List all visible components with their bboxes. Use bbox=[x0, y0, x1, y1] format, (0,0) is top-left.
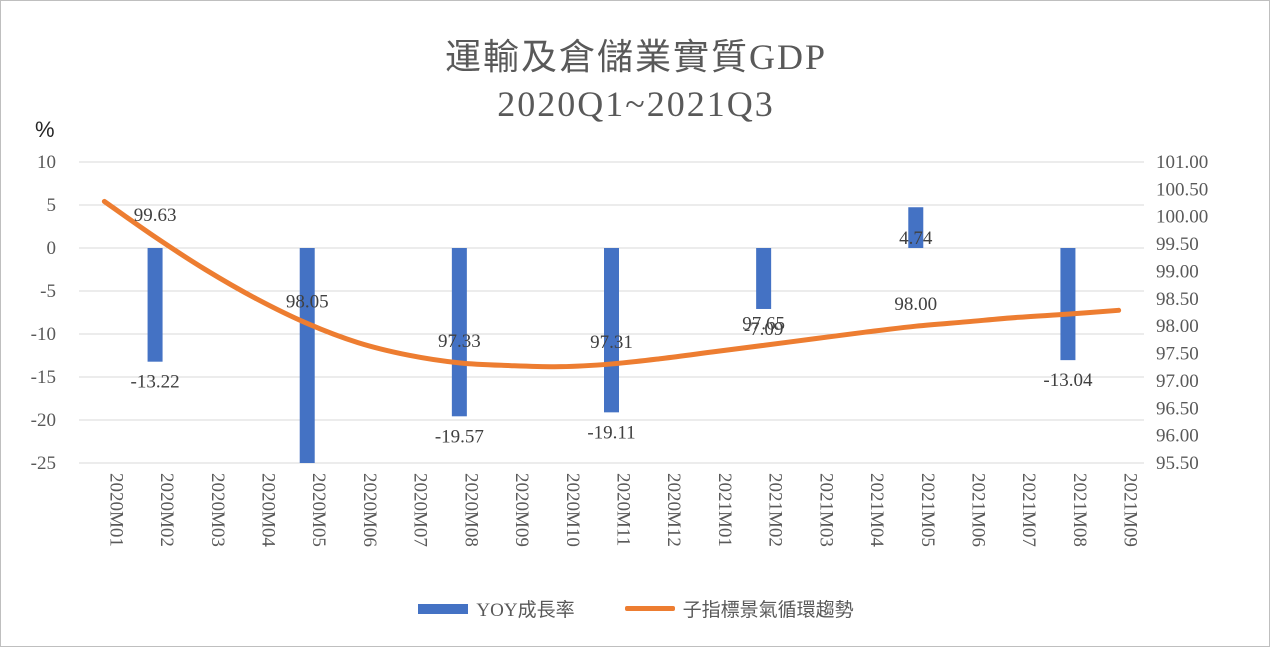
bar bbox=[147, 248, 163, 362]
bar-data-label: -19.57 bbox=[435, 426, 484, 447]
right-axis-tick-label: 97.50 bbox=[1156, 344, 1199, 365]
left-axis-unit-label: % bbox=[35, 117, 55, 142]
x-axis-tick-label: 2020M08 bbox=[460, 473, 481, 547]
x-axis-tick-label: 2021M01 bbox=[714, 473, 735, 547]
x-axis-tick-label: 2021M04 bbox=[866, 473, 887, 547]
right-axis-ticks: 101.00 100.50 100.00 99.50 99.00 98.50 98.00 97… bbox=[1156, 152, 1208, 474]
right-axis-tick-label: 100.00 bbox=[1156, 207, 1208, 228]
line-data-label: 98.05 bbox=[286, 291, 329, 312]
bar bbox=[1060, 248, 1076, 361]
x-axis-tick-label: 2020M11 bbox=[613, 473, 634, 546]
data-labels: -13.22 -19.57 -19.11 -7.09 4.74 -13.04 99.63 98… bbox=[131, 205, 1093, 447]
bar-data-label: -7.09 bbox=[744, 319, 784, 340]
legend-item-trend: 子指標景氣循環趨勢 bbox=[624, 595, 854, 622]
bar bbox=[908, 207, 924, 248]
left-axis-tick-label: -20 bbox=[31, 410, 56, 431]
x-axis-tick-label: 2020M05 bbox=[308, 473, 329, 547]
left-axis-tick-label: -5 bbox=[40, 281, 56, 302]
left-axis-tick-label: -15 bbox=[31, 367, 56, 388]
x-axis-tick-label: 2020M07 bbox=[410, 473, 431, 547]
x-axis-tick-label: 2020M12 bbox=[663, 473, 684, 547]
legend: YOY成長率 子指標景氣循環趨勢 bbox=[1, 595, 1269, 622]
x-axis-tick-label: 2021M07 bbox=[1018, 473, 1039, 547]
legend-bar-swatch bbox=[418, 603, 469, 614]
bar-data-label: 4.74 bbox=[899, 228, 933, 249]
x-axis-tick-label: 2020M04 bbox=[258, 473, 279, 547]
x-axis-ticks: 2020M01 2020M02 2020M03 2020M04 2020M05 2020M… bbox=[105, 473, 1140, 547]
line-data-label: 97.65 bbox=[742, 313, 785, 334]
chart-title: 運輸及倉儲業實質GDP bbox=[444, 37, 828, 77]
right-axis-tick-label: 98.50 bbox=[1156, 289, 1199, 310]
left-axis-tick-label: 5 bbox=[47, 195, 57, 216]
x-axis-tick-label: 2020M10 bbox=[562, 473, 583, 547]
x-axis-tick-label: 2021M08 bbox=[1069, 473, 1090, 547]
legend-label-trend: 子指標景氣循環趨勢 bbox=[682, 600, 854, 621]
x-axis-tick-label: 2021M06 bbox=[968, 473, 989, 547]
line-data-label: 97.33 bbox=[438, 331, 481, 352]
x-axis-tick-label: 2021M02 bbox=[765, 473, 786, 547]
left-axis-tick-label: -25 bbox=[31, 453, 56, 474]
right-axis-tick-label: 97.00 bbox=[1156, 371, 1199, 392]
x-axis-tick-label: 2020M02 bbox=[156, 473, 177, 547]
left-axis-ticks: 10 5 0 -5 -10 -15 -20 -25 bbox=[31, 152, 56, 474]
x-axis-tick-label: 2020M03 bbox=[207, 473, 228, 547]
right-axis-tick-label: 99.00 bbox=[1156, 261, 1199, 282]
legend-line-swatch bbox=[624, 606, 675, 611]
legend-label-yoy: YOY成長率 bbox=[476, 600, 575, 621]
x-axis-tick-label: 2021M03 bbox=[815, 473, 836, 547]
line-data-label: 97.31 bbox=[590, 332, 633, 353]
bar bbox=[299, 248, 315, 463]
left-axis-tick-label: 0 bbox=[47, 238, 57, 259]
right-axis-tick-label: 101.00 bbox=[1156, 152, 1208, 173]
bar bbox=[451, 248, 467, 417]
line-data-label: 99.63 bbox=[134, 205, 177, 226]
bar-series bbox=[147, 207, 1076, 463]
right-axis-tick-label: 99.50 bbox=[1156, 234, 1199, 255]
line-series bbox=[101, 198, 1122, 370]
bar bbox=[604, 248, 619, 413]
right-axis-tick-label: 100.50 bbox=[1156, 179, 1208, 200]
right-axis-tick-label: 96.00 bbox=[1156, 426, 1199, 447]
bar-data-label: -13.04 bbox=[1043, 370, 1093, 391]
left-axis-tick-label: 10 bbox=[37, 152, 56, 173]
bar-data-label: -13.22 bbox=[131, 372, 180, 393]
x-axis-tick-label: 2020M06 bbox=[359, 473, 380, 547]
right-axis-tick-label: 96.50 bbox=[1156, 398, 1199, 419]
chart-subtitle: 2020Q1~2021Q3 bbox=[497, 84, 775, 124]
line-data-label: 98.00 bbox=[894, 294, 937, 315]
bar-data-label: -19.11 bbox=[587, 422, 635, 443]
x-axis-tick-label: 2021M09 bbox=[1120, 473, 1141, 547]
bar bbox=[756, 248, 772, 309]
x-axis-tick-label: 2020M01 bbox=[105, 473, 126, 547]
legend-item-yoy: YOY成長率 bbox=[418, 595, 575, 622]
x-axis-tick-label: 2021M05 bbox=[917, 473, 938, 547]
x-axis-tick-label: 2020M09 bbox=[511, 473, 532, 547]
trend-line bbox=[101, 198, 1122, 370]
right-axis-tick-label: 98.00 bbox=[1156, 316, 1199, 337]
right-axis-tick-label: 95.50 bbox=[1156, 453, 1199, 474]
left-axis-tick-label: -10 bbox=[31, 324, 56, 345]
